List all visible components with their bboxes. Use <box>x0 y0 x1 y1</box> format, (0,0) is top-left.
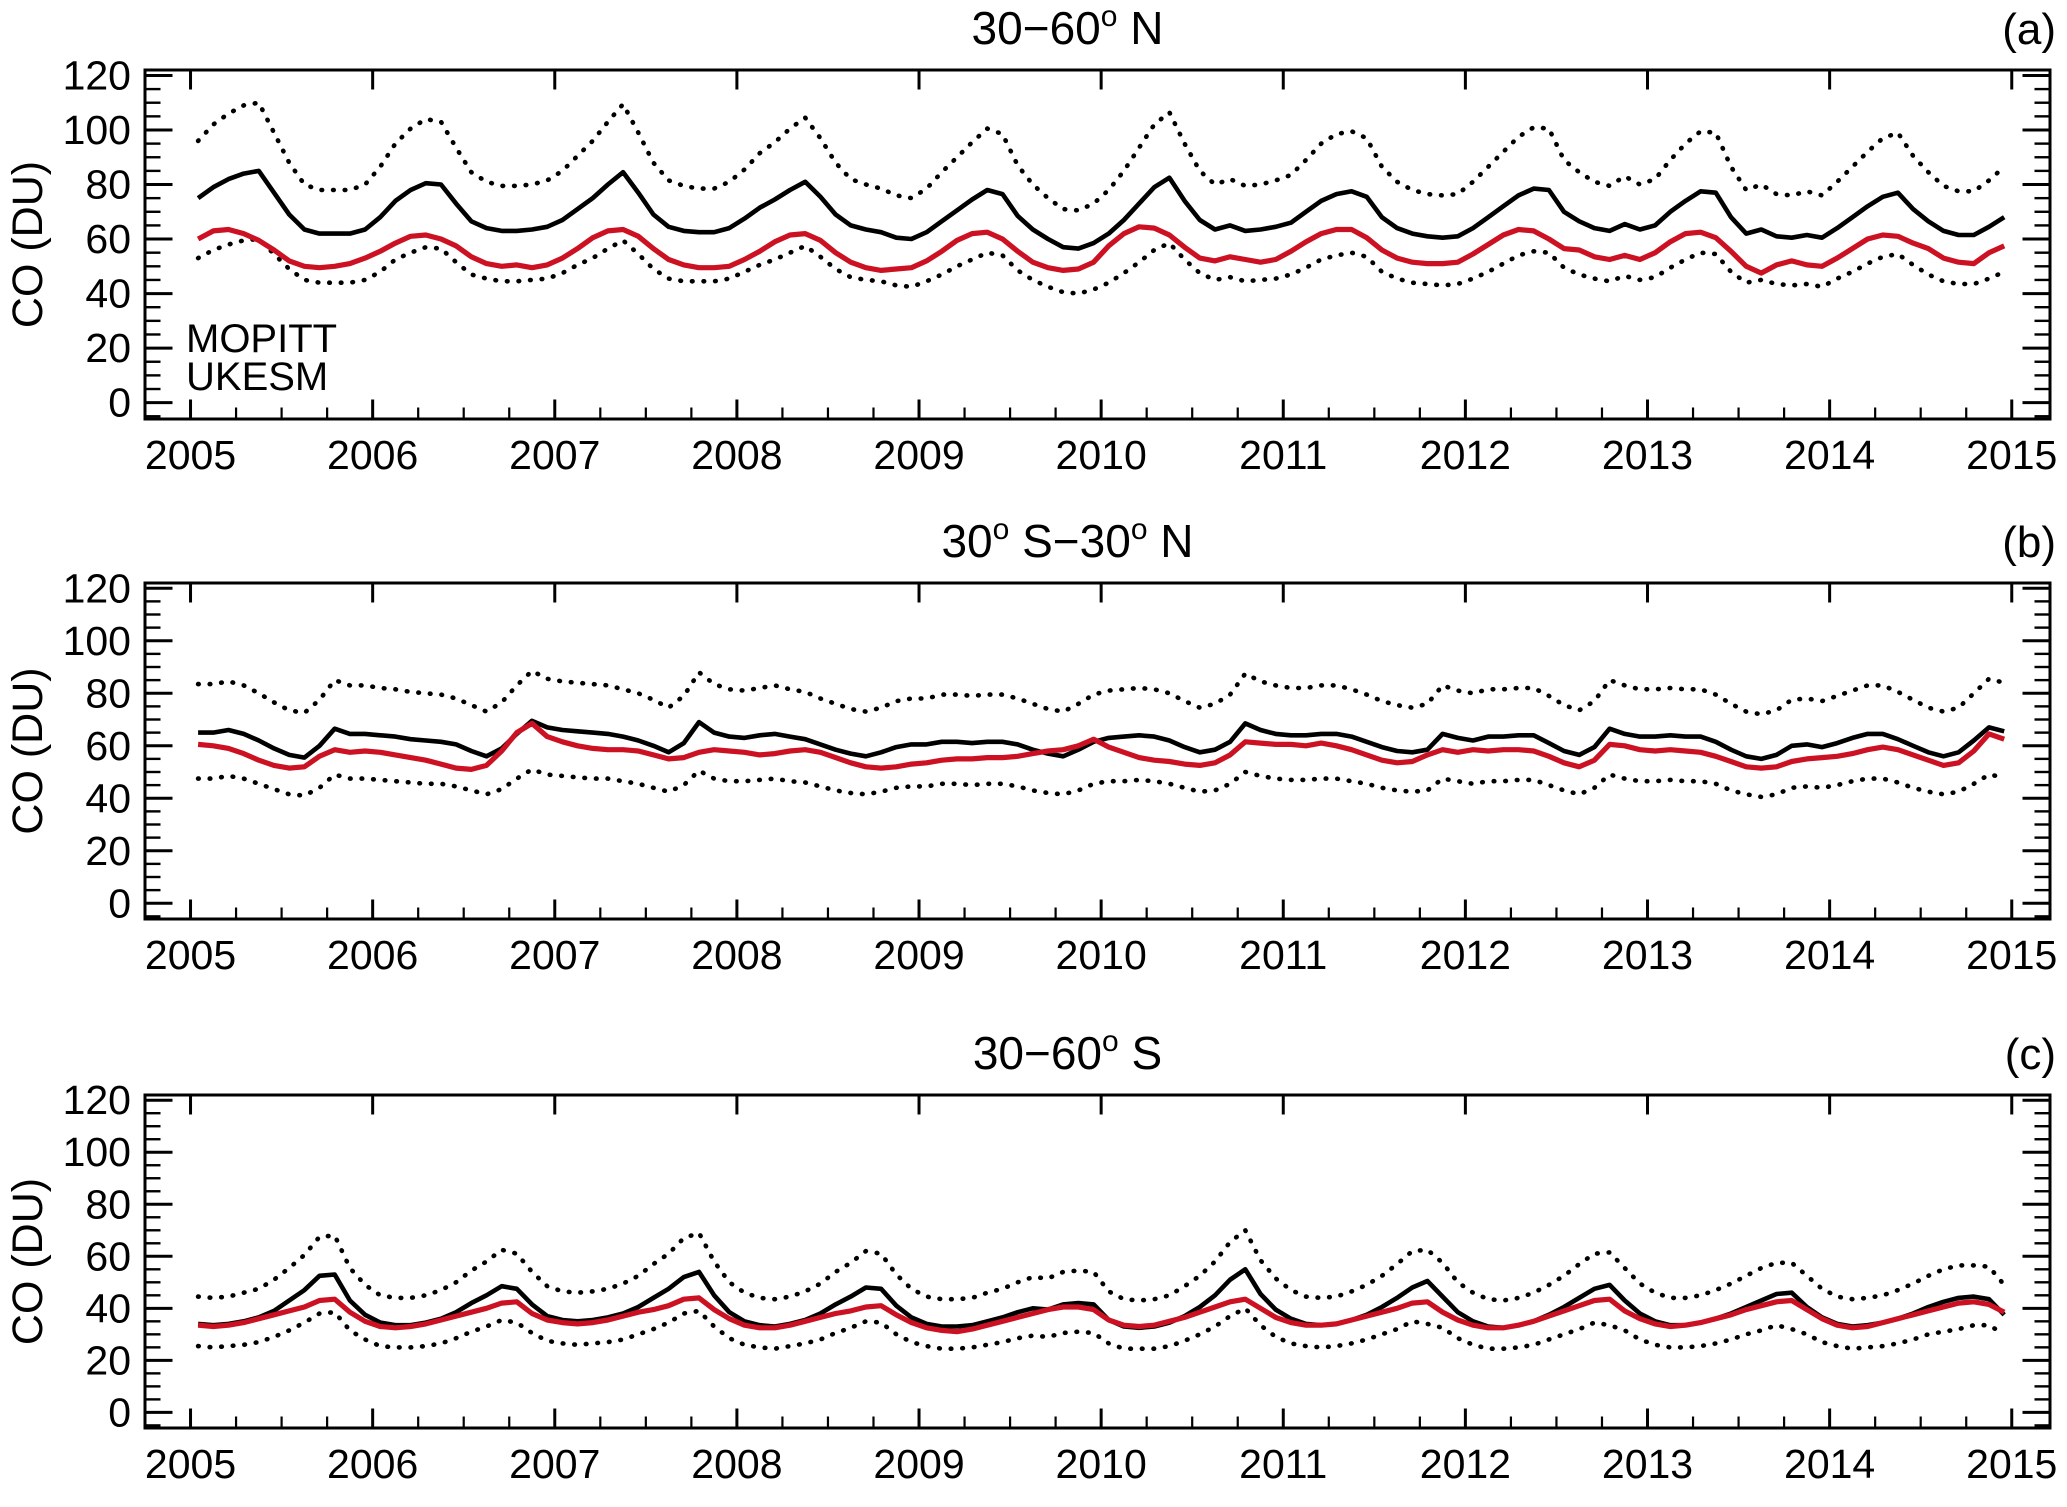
x-tick-label: 2010 <box>1056 432 1147 478</box>
x-tick-label: 2012 <box>1420 432 1511 478</box>
legend-mopitt: MOPITT <box>186 317 337 361</box>
x-tick-label: 2010 <box>1056 1441 1147 1487</box>
x-tick-label: 2009 <box>873 1441 964 1487</box>
panel-letter: (b) <box>2002 518 2056 567</box>
x-tick-label: 2012 <box>1420 932 1511 978</box>
y-tick-label: 0 <box>108 380 131 426</box>
x-tick-label: 2005 <box>145 432 236 478</box>
series-mopitt-upper-uncertainty <box>195 1228 2007 1303</box>
x-tick-label: 2015 <box>1966 932 2057 978</box>
x-tick-label: 2007 <box>509 432 600 478</box>
x-tick-label: 2013 <box>1602 932 1693 978</box>
series-mopitt <box>197 1267 2006 1331</box>
y-tick-label: 100 <box>63 618 131 664</box>
panel-title: 30−60o N <box>972 0 1164 54</box>
x-tick-label: 2008 <box>691 932 782 978</box>
x-tick-label: 2009 <box>873 932 964 978</box>
series-mopitt-upper-uncertainty <box>195 668 2007 717</box>
y-tick-label: 20 <box>85 325 131 371</box>
x-tick-label: 2009 <box>873 432 964 478</box>
y-tick-label: 120 <box>63 52 131 98</box>
series-mopitt <box>198 718 2005 762</box>
series-mopitt-lower-uncertainty <box>195 767 2007 800</box>
y-tick-label: 40 <box>85 775 131 821</box>
x-tick-label: 2014 <box>1784 1441 1875 1487</box>
series-mopitt-lower-uncertainty <box>195 236 2007 296</box>
x-tick-label: 2013 <box>1602 1441 1693 1487</box>
y-tick-label: 60 <box>85 216 131 262</box>
series-mopitt-lower-uncertainty <box>195 1306 2007 1351</box>
plot-border <box>143 581 2052 921</box>
x-tick-label: 2011 <box>1239 432 1327 478</box>
y-axis-label: CO (DU) <box>4 667 52 834</box>
y-tick-label: 60 <box>85 1233 131 1279</box>
y-tick-label: 0 <box>108 1389 131 1435</box>
y-axis-label: CO (DU) <box>4 1178 52 1345</box>
x-tick-label: 2006 <box>327 432 418 478</box>
y-tick-label: 20 <box>85 1337 131 1383</box>
y-tick-label: 0 <box>108 880 131 926</box>
y-tick-label: 40 <box>85 1285 131 1331</box>
panel-title: 30−60o S <box>973 1025 1162 1079</box>
x-tick-label: 2013 <box>1602 432 1693 478</box>
x-tick-label: 2006 <box>327 932 418 978</box>
x-tick-label: 2008 <box>691 432 782 478</box>
y-tick-label: 120 <box>63 565 131 611</box>
series-mopitt-upper-uncertainty <box>195 100 2007 213</box>
x-tick-label: 2007 <box>509 932 600 978</box>
x-tick-label: 2014 <box>1784 932 1875 978</box>
y-tick-label: 60 <box>85 723 131 769</box>
series-ukesm <box>197 1295 2006 1335</box>
legend-ukesm: UKESM <box>186 355 328 399</box>
x-tick-label: 2005 <box>145 1441 236 1487</box>
y-tick-label: 80 <box>85 670 131 716</box>
panel-letter: (a) <box>2002 5 2056 54</box>
x-tick-label: 2012 <box>1420 1441 1511 1487</box>
series-ukesm <box>197 720 2006 773</box>
plot-border <box>143 68 2052 421</box>
x-tick-label: 2005 <box>145 932 236 978</box>
y-tick-label: 40 <box>85 271 131 317</box>
series-mopitt <box>196 168 2006 251</box>
panel-letter: (c) <box>2005 1030 2056 1079</box>
x-tick-label: 2006 <box>327 1441 418 1487</box>
panel-c: 0 20 40 60 80 100 120 2005 2006 2007 2008 2009 2010 2… <box>4 1025 2057 1487</box>
y-tick-label: 80 <box>85 1181 131 1227</box>
panel-title: 30o S−30o N <box>941 513 1193 567</box>
x-tick-label: 2011 <box>1239 932 1327 978</box>
y-axis-label: CO (DU) <box>4 161 52 328</box>
panel-a: 0 20 40 60 80 100 120 2005 2006 2007 2008 2009 2010 2… <box>4 0 2057 478</box>
y-tick-label: 20 <box>85 828 131 874</box>
y-tick-label: 120 <box>63 1077 131 1123</box>
y-tick-label: 100 <box>63 1129 131 1175</box>
y-tick-label: 100 <box>63 107 131 153</box>
plot-border <box>143 1093 2052 1430</box>
x-tick-label: 2011 <box>1239 1441 1327 1487</box>
x-tick-label: 2014 <box>1784 432 1875 478</box>
series-ukesm <box>196 224 2006 276</box>
x-tick-label: 2008 <box>691 1441 782 1487</box>
x-tick-label: 2015 <box>1966 1441 2057 1487</box>
x-tick-label: 2015 <box>1966 432 2057 478</box>
panel-b: 0 20 40 60 80 100 120 2005 2006 2007 2008 2009 2010 2… <box>4 513 2057 978</box>
x-tick-label: 2007 <box>509 1441 600 1487</box>
x-tick-label: 2010 <box>1056 932 1147 978</box>
y-tick-label: 80 <box>85 162 131 208</box>
